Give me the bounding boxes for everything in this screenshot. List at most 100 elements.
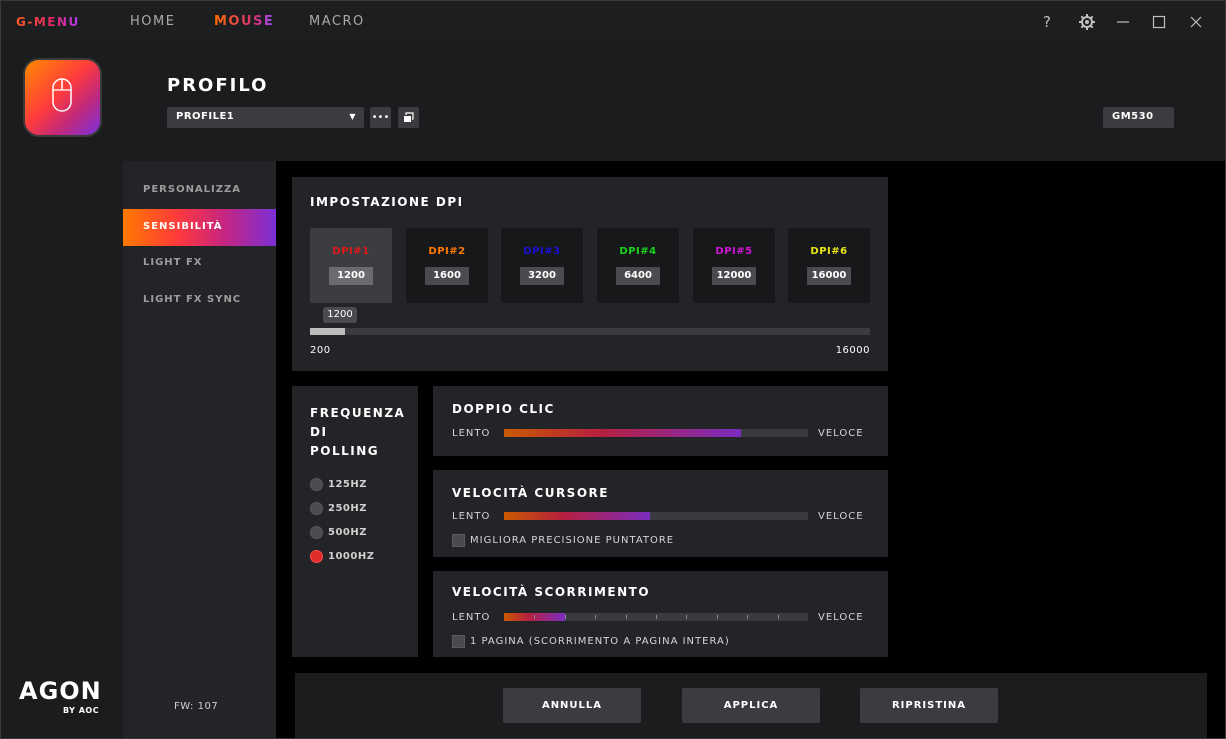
page-title: PROFILO [167,75,269,96]
profile-header: PROFILO PROFILE1 ▼ ••• GM530 [123,41,1225,161]
slow-label: LENTO [452,612,491,623]
double-click-slider[interactable] [504,429,808,437]
apply-button[interactable]: APPLICA [682,688,820,723]
dpi-card[interactable]: DPI#4 6400 [597,228,679,303]
dpi-min-label: 200 [310,345,331,356]
polling-option-label: 1000HZ [328,551,375,562]
sidebar-item-light-fx-sync[interactable]: LIGHT FX SYNC [143,294,242,305]
slider-tick [716,615,718,619]
profile-export-button[interactable] [398,107,419,128]
dpi-card[interactable]: DPI#5 12000 [693,228,775,303]
sidebar-item-sensibilita[interactable]: SENSIBILITÀ [123,209,276,246]
double-click-panel: DOPPIO CLIC LENTO VELOCE [433,386,888,456]
polling-panel: FREQUENZA DI POLLING 125HZ 250HZ 500HZ 1… [292,386,418,657]
radio-icon [310,502,323,515]
dpi-slider-tooltip: 1200 [323,307,357,323]
full-page-scroll-checkbox[interactable]: 1 PAGINA (SCORRIMENTO A PAGINA INTERA) [452,635,752,648]
radio-icon [310,478,323,491]
pointer-precision-checkbox[interactable]: MIGLIORA PRECISIONE PUNTATORE [452,534,752,547]
dpi-card[interactable]: DPI#6 16000 [788,228,870,303]
settings-button[interactable] [1076,11,1098,33]
polling-title-line: POLLING [310,444,380,458]
device-tile[interactable] [23,58,102,137]
dpi-panel: IMPOSTAZIONE DPI DPI#1 1200 DPI#2 1600 D… [292,177,888,371]
dpi-card-value: 1600 [425,267,469,285]
slider-tick [595,615,597,619]
cancel-button[interactable]: ANNULLA [503,688,641,723]
dpi-card-label: DPI#2 [428,246,466,257]
gear-icon [1079,14,1095,30]
radio-selected-icon [310,550,323,563]
nav-mouse[interactable]: MOUSE [214,14,275,29]
slider-tick [777,615,779,619]
settings-sidebar: PERSONALIZZA SENSIBILITÀ LIGHT FX LIGHT … [123,161,276,738]
cursor-speed-slider-fill [504,512,650,520]
dpi-card-value: 3200 [520,267,564,285]
firmware-version: FW: 107 [174,701,219,712]
dpi-card[interactable]: DPI#2 1600 [406,228,488,303]
dpi-card-label: DPI#5 [715,246,753,257]
slider-tick [534,615,536,619]
polling-option-label: 250HZ [328,503,367,514]
fast-label: VELOCE [818,428,864,439]
double-click-slider-fill [504,429,742,437]
checkbox-icon [452,534,465,547]
title-bar: G-MENU HOME MOUSE MACRO ? [1,1,1225,41]
maximize-icon [1152,15,1166,29]
double-click-title: DOPPIO CLIC [452,402,555,416]
full-page-scroll-label: 1 PAGINA (SCORRIMENTO A PAGINA INTERA) [470,636,730,647]
dpi-card-value: 12000 [712,267,756,285]
minimize-icon [1117,21,1129,23]
slider-tick [564,615,566,619]
help-button[interactable]: ? [1036,11,1058,33]
dpi-card-value: 1200 [329,267,373,285]
app-brand: G-MENU [16,15,80,29]
polling-option-250[interactable]: 250HZ [310,502,430,516]
pointer-precision-label: MIGLIORA PRECISIONE PUNTATORE [470,535,675,546]
profile-selected-label: PROFILE1 [176,111,235,122]
profile-more-button[interactable]: ••• [370,107,391,128]
dpi-card-label: DPI#4 [619,246,657,257]
help-icon: ? [1043,13,1051,31]
polling-title-line: DI [310,425,328,439]
dpi-card[interactable]: DPI#1 1200 [310,228,392,303]
polling-option-500[interactable]: 500HZ [310,526,430,540]
polling-option-125[interactable]: 125HZ [310,478,430,492]
dpi-max-label: 16000 [835,345,870,356]
dpi-card-label: DPI#6 [810,246,848,257]
profile-dropdown[interactable]: PROFILE1 ▼ [167,107,364,128]
dpi-slider-fill [310,328,345,335]
scroll-speed-title: VELOCITÀ SCORRIMENTO [452,585,651,599]
slider-tick [686,615,688,619]
reset-button[interactable]: RIPRISTINA [860,688,998,723]
sidebar-item-light-fx[interactable]: LIGHT FX [143,257,203,268]
slider-tick [625,615,627,619]
slow-label: LENTO [452,428,491,439]
fast-label: VELOCE [818,612,864,623]
polling-option-label: 125HZ [328,479,367,490]
close-button[interactable] [1185,11,1207,33]
dpi-card[interactable]: DPI#3 3200 [501,228,583,303]
sidebar-item-personalizza[interactable]: PERSONALIZZA [143,184,242,195]
dpi-card-value: 16000 [807,267,851,285]
dpi-slider[interactable] [310,328,870,335]
nav-home[interactable]: HOME [130,14,176,29]
scroll-speed-panel: VELOCITÀ SCORRIMENTO LENTO VELOCE 1 PAGI… [433,571,888,657]
dpi-card-value: 6400 [616,267,660,285]
export-icon [404,112,414,122]
maximize-button[interactable] [1148,11,1170,33]
chevron-down-icon: ▼ [349,112,356,121]
polling-title-line: FREQUENZA [310,406,406,420]
action-footer: ANNULLA APPLICA RIPRISTINA [295,673,1207,738]
close-icon [1190,16,1202,28]
cursor-speed-slider[interactable] [504,512,808,520]
agon-logo: AGON [19,677,102,705]
cursor-speed-panel: VELOCITÀ CURSORE LENTO VELOCE MIGLIORA P… [433,470,888,557]
polling-option-1000[interactable]: 1000HZ [310,550,430,564]
minimize-button[interactable] [1112,11,1134,33]
device-model-badge: GM530 [1103,107,1174,128]
slider-tick [747,615,749,619]
scroll-speed-slider[interactable] [504,613,808,621]
nav-macro[interactable]: MACRO [309,14,365,29]
